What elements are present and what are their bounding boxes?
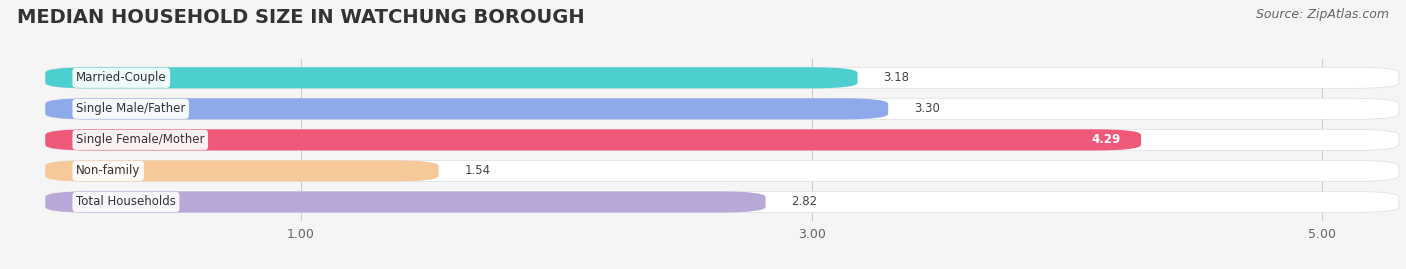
- Text: Total Households: Total Households: [76, 196, 176, 208]
- Text: 3.18: 3.18: [883, 71, 910, 84]
- Text: 4.29: 4.29: [1091, 133, 1121, 146]
- Text: 2.82: 2.82: [792, 196, 817, 208]
- Text: Married-Couple: Married-Couple: [76, 71, 167, 84]
- FancyBboxPatch shape: [45, 67, 858, 88]
- Text: 3.30: 3.30: [914, 102, 939, 115]
- FancyBboxPatch shape: [45, 98, 1399, 119]
- Text: Single Male/Father: Single Male/Father: [76, 102, 186, 115]
- FancyBboxPatch shape: [45, 129, 1399, 150]
- FancyBboxPatch shape: [45, 98, 889, 119]
- FancyBboxPatch shape: [45, 160, 439, 182]
- FancyBboxPatch shape: [45, 67, 1399, 88]
- Text: Non-family: Non-family: [76, 164, 141, 178]
- FancyBboxPatch shape: [45, 192, 1399, 213]
- Text: MEDIAN HOUSEHOLD SIZE IN WATCHUNG BOROUGH: MEDIAN HOUSEHOLD SIZE IN WATCHUNG BOROUG…: [17, 8, 585, 27]
- Text: 1.54: 1.54: [464, 164, 491, 178]
- Text: Source: ZipAtlas.com: Source: ZipAtlas.com: [1256, 8, 1389, 21]
- FancyBboxPatch shape: [45, 129, 1142, 150]
- FancyBboxPatch shape: [45, 192, 766, 213]
- FancyBboxPatch shape: [45, 160, 1399, 182]
- Text: Single Female/Mother: Single Female/Mother: [76, 133, 204, 146]
